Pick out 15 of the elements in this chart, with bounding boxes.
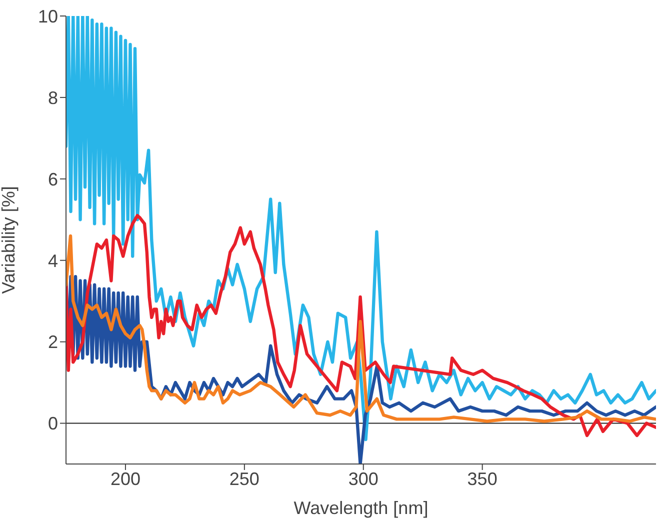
y-axis-title: Variability [%] — [0, 186, 18, 294]
y-tick-label: 2 — [48, 332, 58, 352]
line-series — [66, 214, 656, 438]
x-axis-title: Wavelength [nm] — [294, 498, 428, 518]
line-series — [66, 16, 656, 442]
x-tick-label: 250 — [229, 468, 260, 489]
y-tick-label: 4 — [48, 250, 58, 271]
y-tick-label: 6 — [48, 169, 58, 190]
x-tick-label: 300 — [348, 468, 378, 489]
x-tick-label: 350 — [467, 468, 498, 489]
y-tick-label: 8 — [48, 88, 58, 108]
line-series — [66, 234, 656, 423]
y-tick-label: 10 — [38, 6, 58, 26]
y-tick-label: 0 — [48, 414, 58, 434]
x-tick-label: 200 — [110, 468, 140, 489]
